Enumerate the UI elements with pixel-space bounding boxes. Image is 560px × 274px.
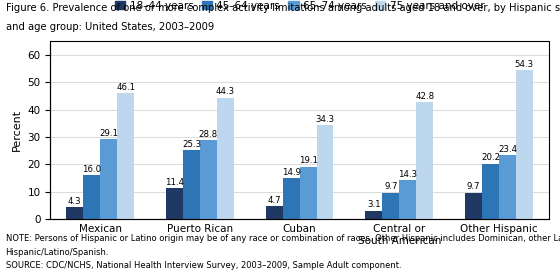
Text: 20.2: 20.2 [481, 153, 500, 162]
Bar [265, 206, 283, 219]
Text: 28.8: 28.8 [199, 130, 218, 139]
Bar [166, 188, 183, 219]
Text: SOURCE: CDC/NCHS, National Health Interview Survey, 2003–2009, Sample Adult comp: SOURCE: CDC/NCHS, National Health Interv… [6, 261, 401, 270]
Text: 4.7: 4.7 [267, 196, 281, 205]
Bar [283, 178, 300, 219]
Text: 9.7: 9.7 [467, 182, 480, 191]
Text: 4.3: 4.3 [68, 197, 82, 206]
Text: 54.3: 54.3 [515, 60, 534, 69]
Text: 16.0: 16.0 [82, 165, 101, 174]
Text: 29.1: 29.1 [99, 129, 118, 138]
Bar [399, 180, 416, 219]
Text: 44.3: 44.3 [216, 87, 235, 96]
Bar [300, 167, 316, 219]
Bar [482, 164, 499, 219]
Bar [117, 93, 134, 219]
Bar [217, 98, 234, 219]
Bar [499, 155, 516, 219]
Text: and age group: United States, 2003–2009: and age group: United States, 2003–2009 [6, 22, 214, 32]
Bar [416, 102, 433, 219]
Text: 14.3: 14.3 [398, 170, 417, 179]
Bar [365, 211, 382, 219]
Text: NOTE: Persons of Hispanic or Latino origin may be of any race or combination of : NOTE: Persons of Hispanic or Latino orig… [6, 234, 560, 243]
Text: 14.9: 14.9 [282, 168, 301, 177]
Bar [200, 140, 217, 219]
Bar [465, 193, 482, 219]
Bar [100, 139, 117, 219]
Text: 9.7: 9.7 [384, 182, 398, 191]
Text: 11.4: 11.4 [165, 178, 184, 187]
Bar [83, 175, 100, 219]
Text: 34.3: 34.3 [315, 115, 334, 124]
Text: Figure 6. Prevalence of one or more complex activity limitations among adults ag: Figure 6. Prevalence of one or more comp… [6, 3, 560, 13]
Text: 3.1: 3.1 [367, 200, 381, 209]
Text: Hispanic/Latino/Spanish.: Hispanic/Latino/Spanish. [6, 248, 109, 257]
Bar [516, 70, 533, 219]
Text: 25.3: 25.3 [182, 139, 201, 149]
Bar [183, 150, 200, 219]
Y-axis label: Percent: Percent [12, 109, 22, 151]
Text: 19.1: 19.1 [298, 156, 318, 165]
Bar [50, 41, 549, 219]
Text: 46.1: 46.1 [116, 82, 135, 92]
Bar [66, 207, 83, 219]
Text: 23.4: 23.4 [498, 145, 517, 154]
Bar [316, 125, 334, 219]
Bar [382, 193, 399, 219]
Text: 42.8: 42.8 [415, 92, 434, 101]
Legend: 18–44 years, 45–64 years, 65–74 years, 75 years and over: 18–44 years, 45–64 years, 65–74 years, 7… [111, 0, 488, 15]
